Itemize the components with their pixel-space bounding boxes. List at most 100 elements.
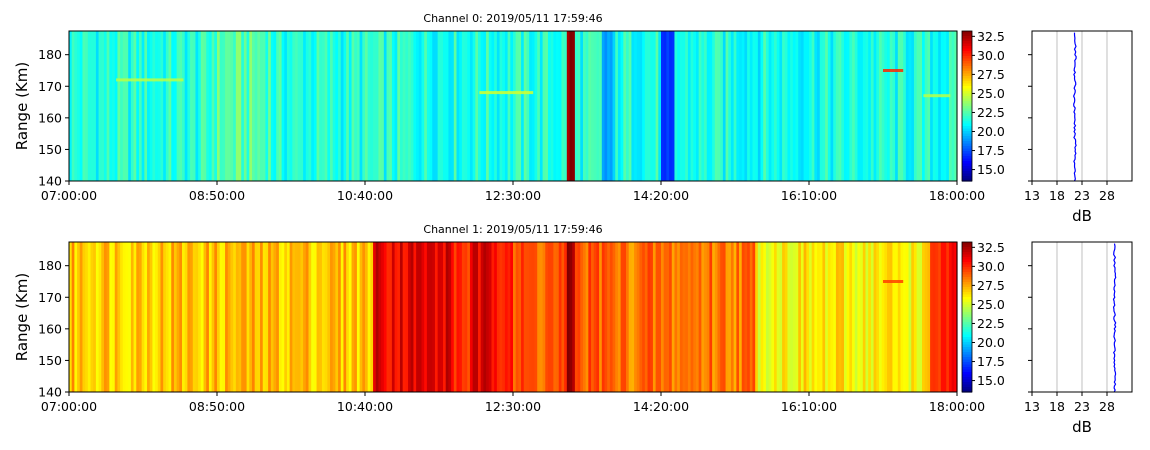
heatmap-column	[811, 31, 815, 181]
heatmap-column	[550, 31, 554, 181]
heatmap-column	[257, 31, 261, 181]
heatmap-column	[200, 242, 205, 392]
heatmap-column	[811, 242, 815, 392]
heatmap-column	[147, 31, 151, 181]
heatmap-column	[911, 242, 915, 392]
x-tick-label: 14:20:00	[633, 399, 689, 414]
heatmap-column	[878, 242, 883, 392]
heatmap-column	[626, 242, 630, 392]
heatmap-column	[434, 242, 439, 392]
y-tick-label: 140	[38, 174, 62, 189]
heatmap-column	[504, 242, 509, 392]
colorbar-tick-label: 27.5	[977, 67, 1005, 82]
heatmap-column	[779, 242, 783, 392]
heatmap-column	[488, 31, 493, 181]
heatmap-column	[878, 31, 883, 181]
heatmap-column	[771, 242, 775, 392]
heatmap-column	[599, 31, 603, 181]
heatmap-column	[418, 31, 423, 181]
heatmap-column	[502, 31, 506, 181]
heatmap-column	[940, 31, 945, 181]
heatmap-column	[658, 31, 662, 181]
heatmap-column	[814, 242, 818, 392]
heatmap-column	[138, 31, 143, 181]
heatmap-column	[114, 242, 119, 392]
x-tick-label: 18:00:00	[929, 399, 985, 414]
heatmap-column	[469, 31, 474, 181]
heatmap-feature	[883, 280, 904, 283]
heatmap-column	[265, 242, 269, 392]
colorbar-segment	[962, 141, 972, 145]
heatmap-column	[486, 31, 490, 181]
heatmap-column	[897, 31, 902, 181]
heatmap-column	[270, 31, 275, 181]
heatmap-column	[319, 31, 323, 181]
heatmap-column	[434, 31, 439, 181]
heatmap-column	[351, 242, 355, 392]
colorbar-segment	[962, 377, 972, 381]
colorbar-segment	[962, 41, 972, 45]
heatmap-column	[922, 31, 926, 181]
heatmap-column	[480, 31, 484, 181]
heatmap-column	[795, 31, 799, 181]
heatmap-column	[922, 242, 926, 392]
heatmap-column	[270, 242, 275, 392]
heatmap-column	[709, 242, 713, 392]
heatmap-column	[440, 31, 444, 181]
colorbar-segment	[962, 329, 972, 333]
heatmap-column	[386, 31, 390, 181]
heatmap-column	[95, 242, 100, 392]
colorbar-segment	[962, 252, 972, 256]
heatmap-column	[141, 31, 145, 181]
heatmap-column	[612, 242, 616, 392]
heatmap-column	[125, 31, 129, 181]
heatmap-column	[338, 242, 342, 392]
colorbar-segment	[962, 86, 972, 90]
heatmap-feature	[883, 69, 904, 72]
colorbar-segment	[962, 143, 972, 147]
heatmap-column	[141, 242, 145, 392]
heatmap-column	[308, 31, 312, 181]
heatmap-column	[238, 31, 242, 181]
heatmap-column	[849, 31, 853, 181]
heatmap-column	[437, 242, 441, 392]
heatmap-column	[467, 31, 471, 181]
colorbar-tick-label: 17.5	[977, 143, 1005, 158]
heatmap-column	[214, 242, 218, 392]
heatmap-column	[741, 31, 746, 181]
heatmap-column	[351, 31, 355, 181]
heatmap-column	[254, 242, 258, 392]
x-tick-label: 08:50:00	[189, 188, 245, 203]
heatmap-column	[566, 242, 571, 392]
heatmap-column	[461, 31, 466, 181]
heatmap-column	[488, 242, 493, 392]
heatmap-column	[373, 31, 377, 181]
heatmap-column	[884, 31, 888, 181]
heatmap-column	[887, 242, 891, 392]
heatmap-column	[208, 31, 213, 181]
heatmap-column	[443, 242, 447, 392]
heatmap-column	[615, 242, 619, 392]
colorbar-segment	[962, 244, 972, 248]
colorbar-segment	[962, 242, 972, 246]
heatmap-column	[276, 242, 280, 392]
heatmap-column	[927, 31, 931, 181]
colorbar-segment	[962, 367, 972, 371]
heatmap-column	[819, 242, 824, 392]
heatmap-column	[639, 242, 643, 392]
heatmap-column	[854, 31, 859, 181]
heatmap-column	[588, 242, 592, 392]
profile-frame	[1031, 241, 1133, 393]
heatmap-column	[273, 242, 277, 392]
colorbar-segment	[962, 111, 972, 115]
heatmap-column	[817, 31, 821, 181]
heatmap-column	[195, 31, 199, 181]
heatmap-column	[98, 31, 102, 181]
heatmap-column	[860, 242, 864, 392]
heatmap-column	[499, 242, 503, 392]
heatmap-column	[752, 242, 756, 392]
heatmap-column	[623, 242, 627, 392]
heatmap-column	[203, 242, 207, 392]
heatmap-column	[483, 242, 487, 392]
heatmap-column	[795, 242, 799, 392]
